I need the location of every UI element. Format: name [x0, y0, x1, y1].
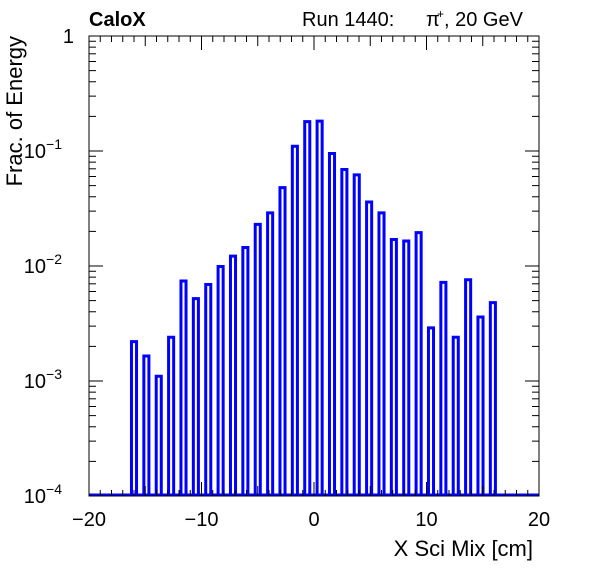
- histogram-bar: [179, 279, 188, 496]
- y-axis-title: Frac. of Energy: [2, 36, 27, 186]
- histogram-bar: [228, 254, 238, 496]
- histogram-bar: [303, 120, 312, 496]
- histogram-bar: [290, 144, 299, 496]
- plot-frame: [88, 35, 540, 497]
- histogram-bar: [253, 222, 262, 496]
- histogram-bar: [365, 200, 374, 496]
- histogram-bar: [389, 237, 398, 496]
- histogram-bars: [89, 119, 539, 497]
- y-tick-label: 10−3: [24, 366, 62, 393]
- histogram-bar: [204, 283, 213, 496]
- histogram-bar: [464, 278, 473, 496]
- experiment-label: CaloX: [89, 9, 146, 31]
- histogram-bar: [266, 211, 275, 496]
- histogram-bar: [154, 374, 163, 496]
- x-tick-label: 0: [308, 509, 319, 531]
- histogram-bar: [241, 245, 250, 496]
- histogram-bar: [451, 335, 460, 496]
- histogram-bar: [216, 265, 225, 496]
- histogram-bar: [142, 354, 151, 496]
- histogram-bar: [402, 239, 411, 496]
- histogram-bar: [476, 315, 485, 496]
- y-tick-label: 10−2: [24, 251, 62, 278]
- beam-energy: , 20 GeV: [444, 9, 524, 31]
- particle-symbol: π: [426, 9, 440, 31]
- histogram-bar: [191, 297, 200, 496]
- histogram-bar: [377, 211, 386, 496]
- x-tick-label: 10: [415, 509, 437, 531]
- histogram-bar: [278, 186, 287, 496]
- histogram-bar: [340, 168, 349, 496]
- histogram-bar: [414, 231, 423, 496]
- run-label: Run 1440:: [302, 9, 394, 31]
- y-axis-ticks: 1 10−1 10−2 10−3 10−4: [24, 26, 539, 508]
- x-tick-label: 20: [528, 509, 550, 531]
- histogram-bar: [327, 152, 337, 496]
- histogram-bar: [488, 301, 497, 496]
- histogram-bar: [352, 173, 361, 496]
- x-tick-label: −10: [185, 509, 219, 531]
- histogram-bar: [426, 326, 436, 496]
- histogram-bar: [315, 119, 324, 496]
- y-tick-label: 10−1: [24, 136, 62, 163]
- x-axis-title: X Sci Mix [cm]: [394, 536, 533, 561]
- y-tick-label: 1: [63, 26, 74, 48]
- histogram-bar: [439, 280, 448, 496]
- y-tick-label: 10−4: [24, 481, 62, 508]
- particle-charge: +: [437, 7, 444, 21]
- histogram-bar: [129, 340, 139, 496]
- x-tick-label: −20: [72, 509, 106, 531]
- histogram-bar: [167, 335, 176, 496]
